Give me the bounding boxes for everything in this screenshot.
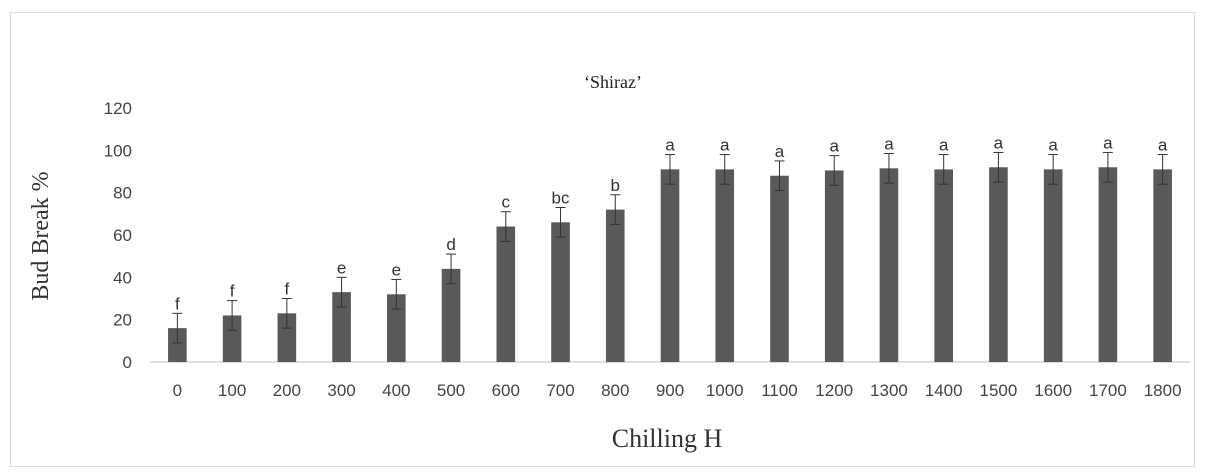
y-tick-label: 20 <box>113 311 132 330</box>
bar <box>605 209 625 362</box>
significance-letter: a <box>829 137 839 156</box>
y-tick-label: 100 <box>104 141 132 160</box>
bar <box>222 315 242 362</box>
bar <box>879 168 899 362</box>
x-tick-label: 900 <box>656 381 684 400</box>
x-tick-label: 1500 <box>980 381 1018 400</box>
y-tick-label: 80 <box>113 184 132 203</box>
bar <box>332 292 351 362</box>
x-tick-label: 1700 <box>1089 381 1127 400</box>
x-tick-label: 400 <box>382 381 410 400</box>
y-tick-labels: 0 20 40 60 80 100 120 <box>104 99 132 372</box>
bar <box>770 175 789 362</box>
x-tick-label: 700 <box>546 381 574 400</box>
significance-letter: a <box>939 136 949 155</box>
x-tick-label: 1600 <box>1034 381 1072 400</box>
significance-letter: a <box>1103 133 1113 152</box>
significance-letter: e <box>392 260 401 279</box>
significance-letter: bc <box>552 188 570 207</box>
y-tick-label: 40 <box>113 268 132 287</box>
significance-letter: a <box>665 136 675 155</box>
significance-letter: f <box>230 282 235 301</box>
bar <box>989 167 1008 362</box>
bar <box>1153 169 1172 362</box>
bar <box>441 268 461 362</box>
significance-letter: b <box>611 176 620 195</box>
x-tick-label: 1000 <box>706 381 744 400</box>
significance-letter: a <box>720 136 730 155</box>
x-tick-labels: 0 100 200 300 400 500 600 700 800 900 1000 1100 1200… <box>173 381 1182 400</box>
significance-letter: a <box>994 133 1004 152</box>
chart-title: ‘Shiraz’ <box>584 72 642 92</box>
x-tick-label: 100 <box>218 381 246 400</box>
x-tick-label: 1300 <box>870 381 908 400</box>
x-tick-label: 200 <box>273 381 301 400</box>
y-tick-label: 0 <box>123 353 132 372</box>
bar <box>168 328 187 362</box>
x-tick-label: 1100 <box>761 381 798 400</box>
y-axis-label: Bud Break % <box>28 171 54 300</box>
bar <box>824 170 844 362</box>
x-axis-label: Chilling H <box>612 424 723 453</box>
y-tick-label: 120 <box>104 99 132 118</box>
bar <box>1098 167 1118 362</box>
x-tick-label: 0 <box>173 381 182 400</box>
bar <box>551 222 570 362</box>
bars: f f f e e d c bc b a a a a a a a a a a <box>168 133 1172 362</box>
significance-letter: a <box>884 135 894 154</box>
bar <box>934 169 953 362</box>
x-tick-label: 500 <box>437 381 465 400</box>
bar <box>277 313 297 362</box>
bar <box>1043 169 1063 362</box>
significance-letter: a <box>1158 136 1168 155</box>
bar <box>496 226 516 362</box>
x-tick-label: 800 <box>601 381 629 400</box>
significance-letter: a <box>1048 136 1058 155</box>
bar <box>387 294 406 362</box>
significance-letter: d <box>446 235 455 254</box>
bar <box>715 169 735 362</box>
significance-letter: f <box>175 294 180 313</box>
significance-letter: c <box>502 193 511 212</box>
x-tick-label: 1400 <box>925 381 963 400</box>
significance-letter: a <box>775 142 785 161</box>
x-tick-label: 300 <box>327 381 355 400</box>
significance-letter: f <box>284 280 289 299</box>
x-tick-label: 600 <box>492 381 520 400</box>
x-tick-label: 1200 <box>815 381 853 400</box>
y-tick-label: 60 <box>113 226 132 245</box>
x-tick-label: 1800 <box>1144 381 1182 400</box>
bar <box>660 169 680 362</box>
significance-letter: e <box>337 258 346 277</box>
